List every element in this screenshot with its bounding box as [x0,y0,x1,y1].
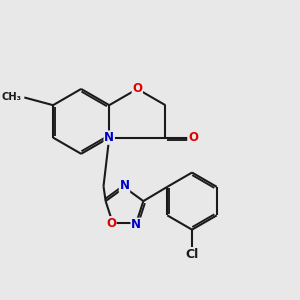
Text: O: O [188,131,198,144]
Text: Cl: Cl [185,248,199,261]
Text: CH₃: CH₃ [2,92,22,102]
Text: N: N [104,131,114,144]
Text: N: N [119,179,130,192]
Text: O: O [132,82,142,95]
Text: N: N [131,218,141,231]
Text: O: O [106,217,116,230]
